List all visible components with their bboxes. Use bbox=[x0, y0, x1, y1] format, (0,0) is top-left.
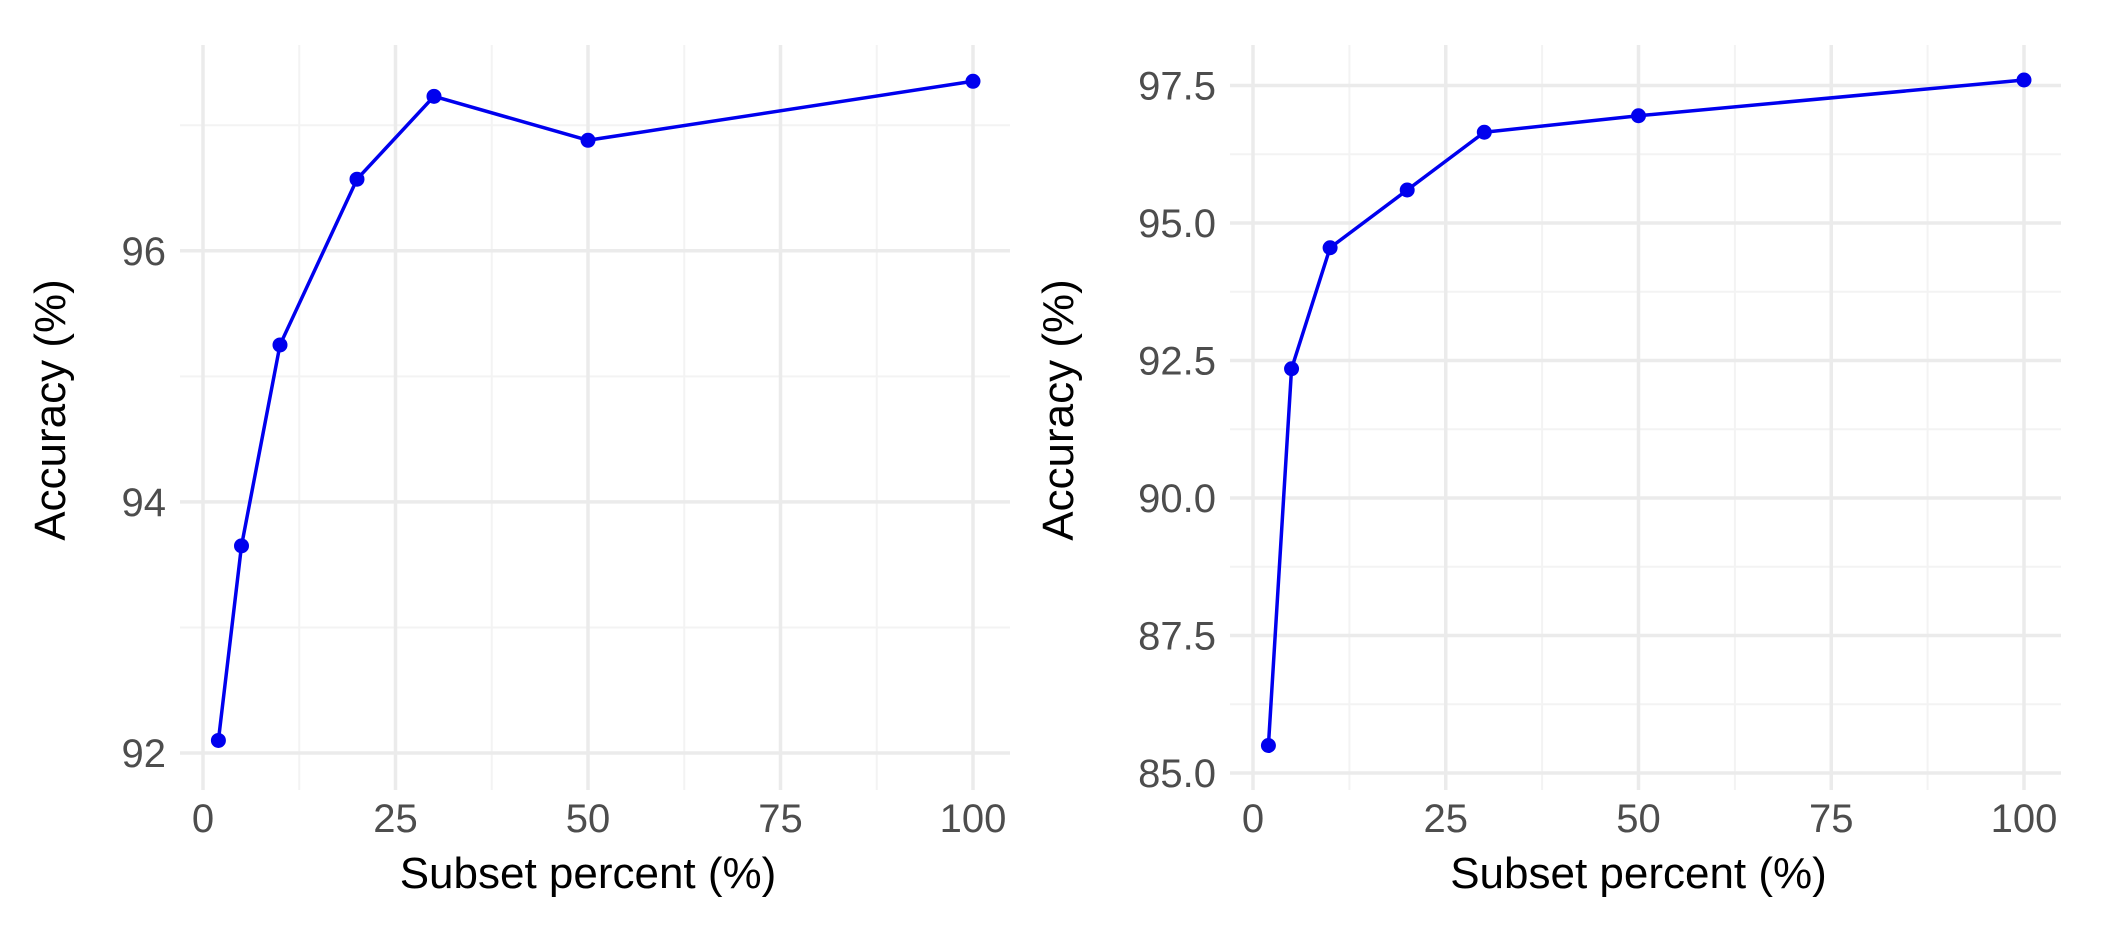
data-point bbox=[1631, 108, 1646, 124]
data-point bbox=[1399, 182, 1415, 198]
y-tick-label: 96 bbox=[122, 230, 167, 274]
data-point bbox=[426, 88, 442, 104]
y-axis-title: Accuracy (%) bbox=[26, 279, 75, 541]
left-chart-panel: 0 25 50 75 100 92 94 96 Subset percent (%) Accura… bbox=[26, 45, 1010, 898]
x-tick-label: 0 bbox=[192, 797, 214, 841]
y-tick-label: 85.0 bbox=[1138, 752, 1216, 796]
data-point bbox=[580, 132, 596, 148]
data-point bbox=[234, 538, 249, 554]
y-tick-label: 94 bbox=[122, 481, 167, 525]
data-point bbox=[1260, 738, 1276, 753]
data-point bbox=[272, 337, 288, 353]
y-tick-label: 90.0 bbox=[1138, 477, 1216, 521]
x-tick-label: 0 bbox=[1242, 797, 1264, 841]
data-point bbox=[2016, 72, 2032, 88]
data-point bbox=[1322, 240, 1338, 256]
y-tick-label: 87.5 bbox=[1138, 615, 1216, 659]
right-chart-panel: 0 25 50 75 100 85.0 87.5 90.0 92.5 95.0 97.5 Subset… bbox=[1034, 45, 2061, 898]
y-tick-label: 92 bbox=[122, 732, 167, 776]
x-tick-label: 75 bbox=[758, 797, 803, 841]
data-point bbox=[965, 73, 981, 89]
data-point bbox=[210, 732, 226, 748]
x-tick-label: 75 bbox=[1809, 797, 1854, 841]
data-point bbox=[1284, 361, 1300, 377]
data-point bbox=[349, 171, 365, 187]
x-tick-label: 25 bbox=[1424, 797, 1469, 841]
y-axis-title: Accuracy (%) bbox=[1034, 279, 1083, 541]
x-axis-title: Subset percent (%) bbox=[400, 849, 777, 898]
x-tick-label: 100 bbox=[940, 797, 1007, 841]
series-line bbox=[1266, 78, 2025, 746]
x-tick-label: 50 bbox=[1616, 797, 1661, 841]
x-tick-label: 100 bbox=[1991, 797, 2058, 841]
y-tick-label: 95.0 bbox=[1138, 202, 1216, 246]
x-tick-label: 25 bbox=[373, 797, 418, 841]
series-line bbox=[216, 79, 974, 741]
x-tick-label: 50 bbox=[566, 797, 611, 841]
y-tick-label: 97.5 bbox=[1138, 65, 1216, 109]
data-point bbox=[1476, 124, 1492, 140]
x-axis-title: Subset percent (%) bbox=[1450, 849, 1827, 898]
y-tick-label: 92.5 bbox=[1138, 340, 1216, 384]
